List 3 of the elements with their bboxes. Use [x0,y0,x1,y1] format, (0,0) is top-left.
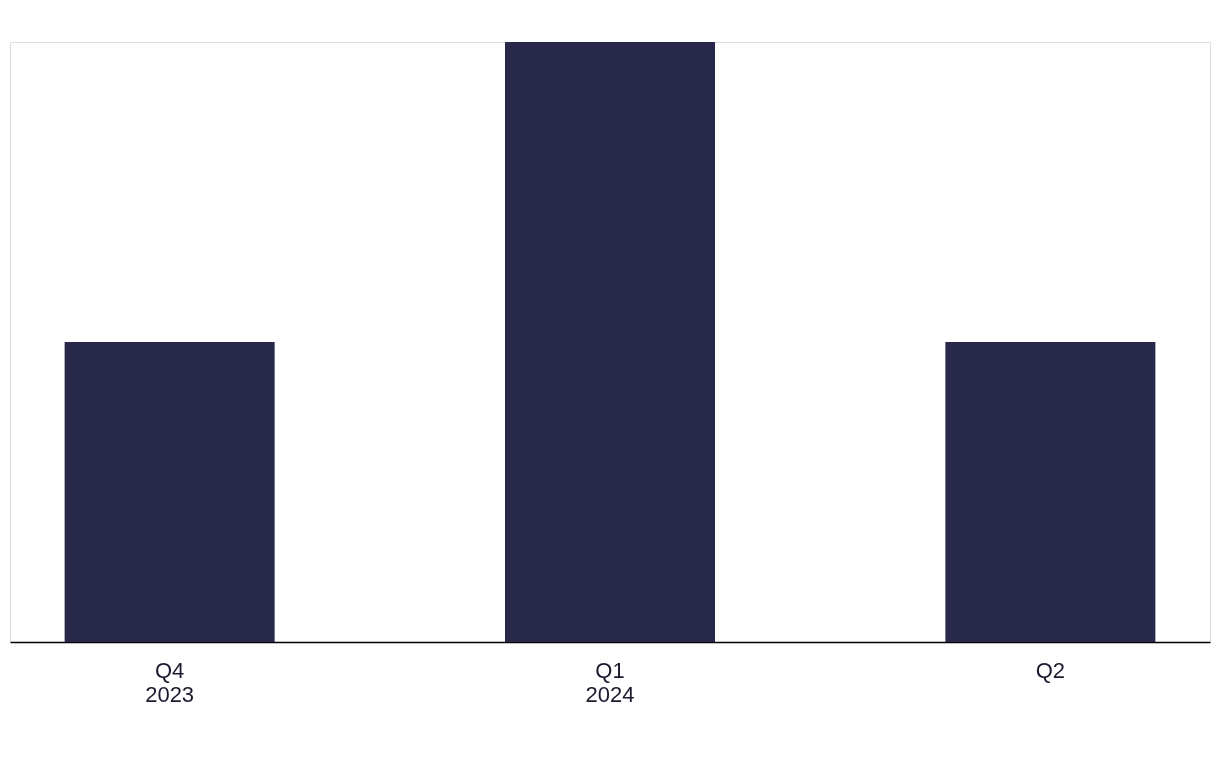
x-tick-label: Q4 2023 [145,657,195,707]
x-tick-label: Q1 2024 [585,657,635,707]
x-tick-label: Q2 [1035,657,1066,683]
